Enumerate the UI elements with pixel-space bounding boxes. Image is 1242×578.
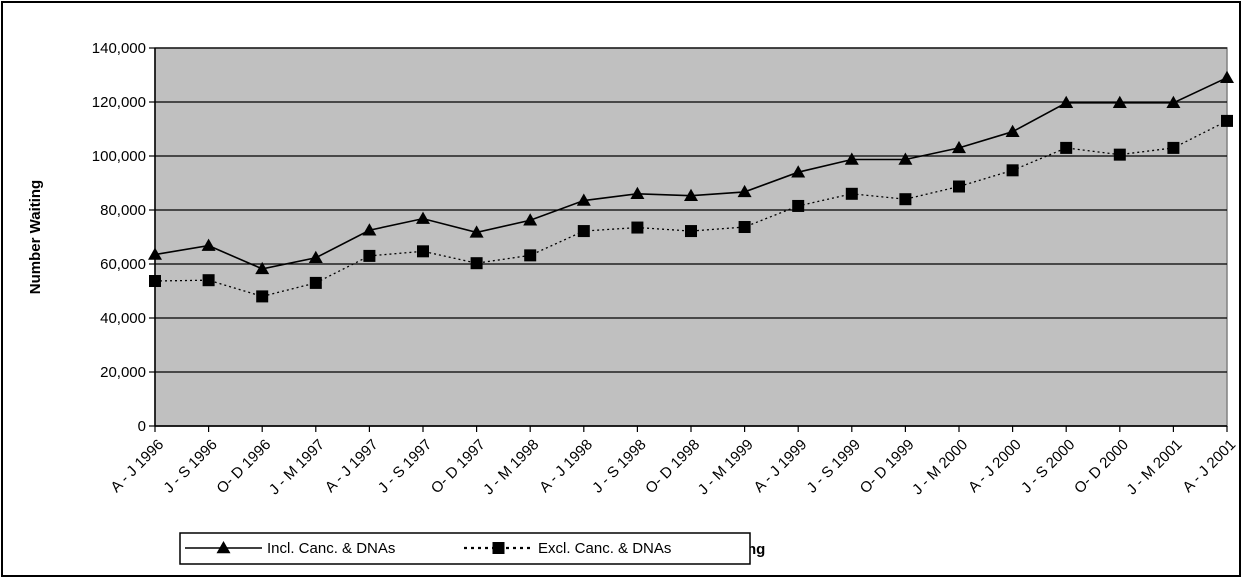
y-tick-label: 140,000	[92, 40, 146, 57]
data-point	[362, 223, 377, 236]
x-axis-title: ng	[747, 541, 765, 558]
data-point	[953, 180, 965, 193]
data-point	[1221, 114, 1233, 127]
y-axis: 0 20,000 40,000 60,000 80,000 100,000 120,000 1…	[92, 40, 156, 435]
data-point	[255, 261, 270, 275]
series-1	[148, 70, 1234, 275]
data-point	[685, 225, 697, 238]
legend-marker	[216, 541, 231, 554]
data-point	[738, 221, 751, 234]
data-point	[792, 199, 805, 212]
data-point	[1112, 95, 1127, 109]
data-point	[308, 250, 323, 264]
data-point	[577, 225, 590, 238]
data-point	[1167, 141, 1180, 154]
data-point	[1059, 95, 1074, 109]
y-tick-label: 80,000	[100, 202, 146, 219]
data-point	[1006, 164, 1019, 177]
legend-entry-2: Excl. Canc. & DNAs	[464, 540, 671, 557]
data-point	[523, 213, 538, 226]
data-point	[149, 275, 161, 288]
data-point	[309, 276, 322, 289]
y-tick-label: 40,000	[100, 310, 146, 327]
data-point	[470, 257, 483, 270]
y-tick-label: 100,000	[92, 148, 146, 165]
data-point	[1166, 95, 1181, 109]
data-point	[1005, 124, 1020, 137]
data-point	[845, 187, 858, 200]
data-point	[524, 249, 537, 262]
legend-marker	[492, 542, 505, 554]
y-tick-label: 60,000	[100, 256, 146, 273]
series-layer	[148, 70, 1234, 303]
data-point	[844, 152, 859, 165]
y-tick-label: 0	[138, 418, 146, 435]
data-point	[898, 152, 913, 165]
y-tick-label: 20,000	[100, 364, 146, 381]
data-point	[416, 211, 430, 224]
data-point	[202, 274, 215, 287]
legend-label: Excl. Canc. & DNAs	[538, 540, 671, 557]
data-point	[576, 193, 591, 206]
data-point	[201, 238, 216, 251]
data-point	[363, 249, 376, 262]
y-tick-label: 120,000	[92, 94, 146, 111]
data-point	[1113, 148, 1126, 161]
legend-entry-1: Incl. Canc. & DNAs	[185, 540, 395, 557]
data-point	[791, 165, 806, 178]
data-point	[148, 247, 162, 260]
y-axis-title: Number Waiting	[27, 180, 44, 294]
data-point	[1220, 70, 1234, 83]
data-point	[631, 221, 644, 234]
data-point	[952, 140, 966, 154]
data-point	[684, 188, 698, 201]
data-point	[630, 186, 645, 200]
data-point	[417, 245, 429, 258]
gridlines	[155, 47, 1227, 427]
data-point	[469, 225, 484, 238]
data-point	[737, 184, 752, 198]
legend-label: Incl. Canc. & DNAs	[267, 540, 395, 557]
data-point	[1060, 141, 1073, 154]
series-2	[149, 114, 1233, 303]
data-point	[899, 193, 912, 206]
legend: Incl. Canc. & DNAs Excl. Canc. & DNAs	[179, 532, 751, 565]
data-point	[256, 290, 269, 303]
